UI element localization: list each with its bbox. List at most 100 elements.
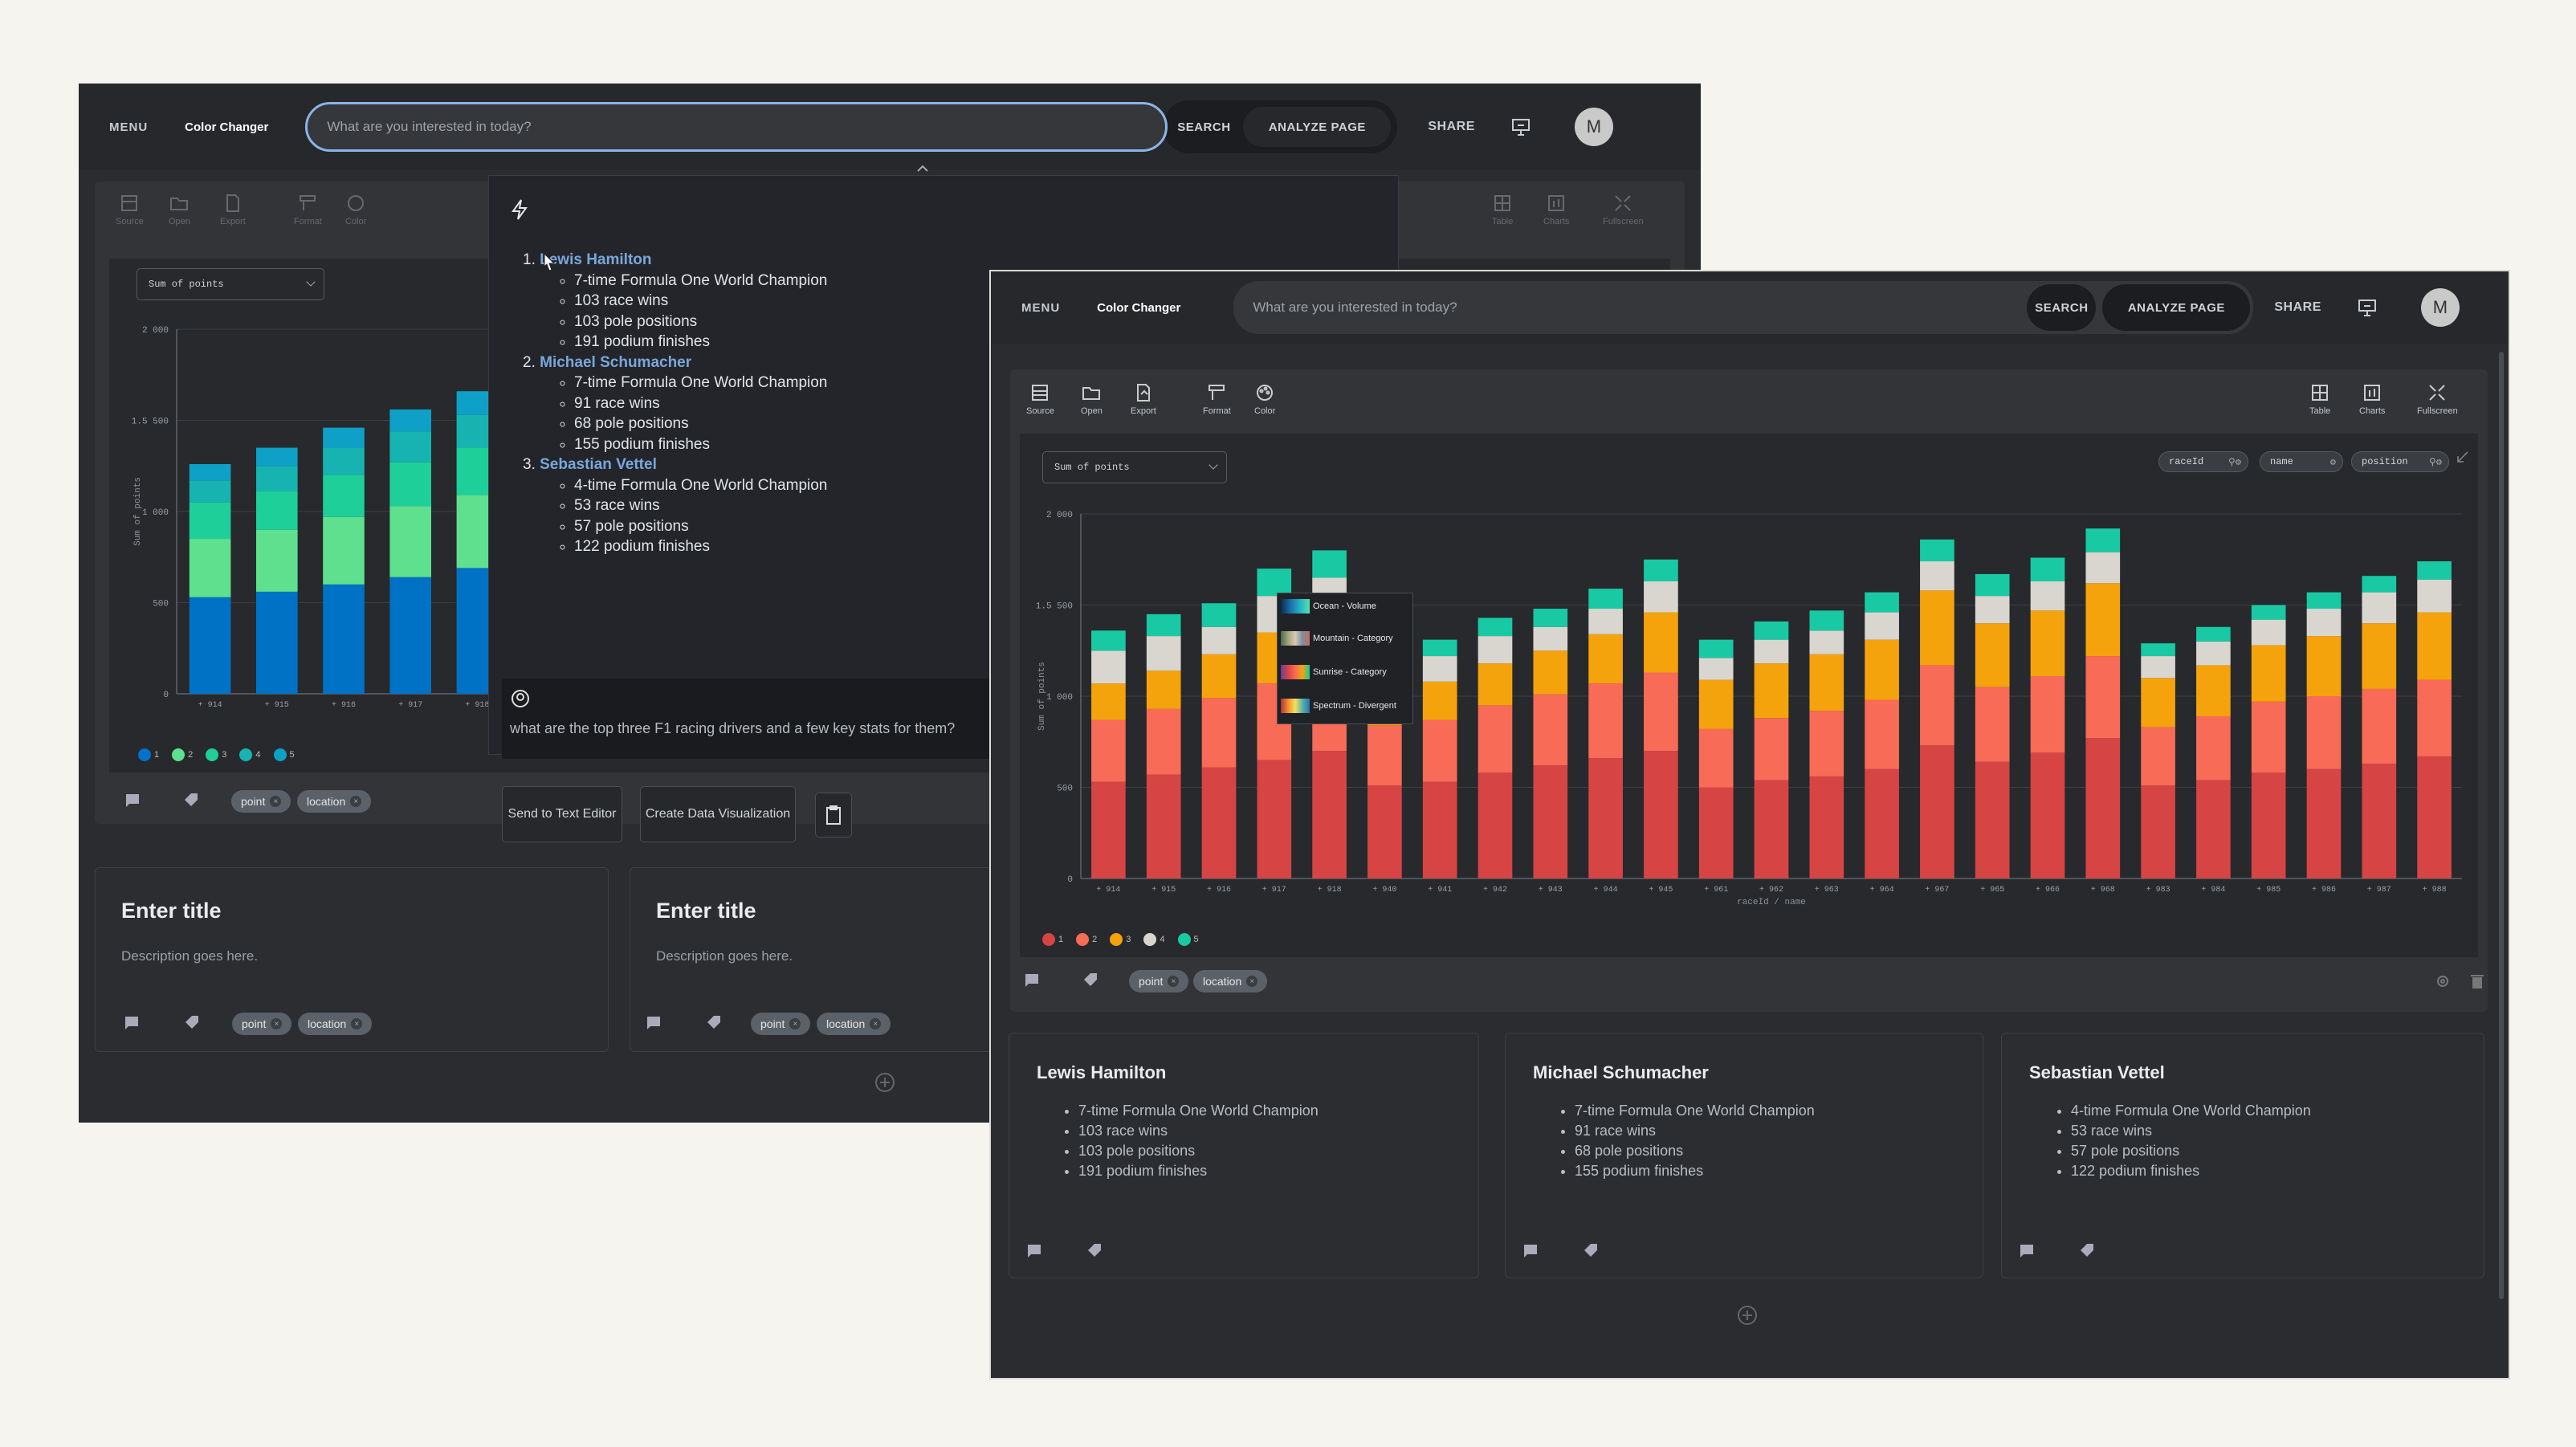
legend-item[interactable]: 3 — [206, 748, 226, 761]
driver-card[interactable]: Michael Schumacher 7-time Formula One Wo… — [1505, 1033, 1983, 1278]
bar-segment[interactable] — [1920, 665, 1954, 746]
card-title[interactable]: Enter title — [656, 899, 756, 923]
card-title[interactable]: Michael Schumacher — [1533, 1062, 1709, 1082]
tag-chip[interactable]: location × — [817, 1013, 891, 1035]
bar-segment[interactable] — [1478, 663, 1513, 706]
bar-segment[interactable] — [2085, 738, 2121, 878]
filter-gear-icon[interactable]: ⚲⚙ — [2228, 456, 2241, 468]
bar-segment[interactable] — [323, 584, 365, 694]
bar-segment[interactable] — [2417, 756, 2452, 878]
bar-segment[interactable] — [1698, 658, 1734, 680]
card-description[interactable]: Description goes here. — [656, 948, 793, 964]
bar-segment[interactable] — [1091, 630, 1126, 651]
bar-segment[interactable] — [323, 475, 365, 517]
bar-segment[interactable] — [1920, 590, 1954, 666]
bar-segment[interactable] — [1754, 663, 1789, 719]
collapse-icon[interactable] — [2456, 450, 2470, 468]
bar-segment[interactable] — [1698, 728, 1734, 788]
bar-segment[interactable] — [2417, 579, 2452, 613]
legend-item[interactable]: 3 — [1110, 933, 1131, 946]
bar-segment[interactable] — [1146, 613, 1181, 637]
toolbar-color[interactable]: Color — [345, 193, 366, 226]
bar-segment[interactable] — [1920, 539, 1954, 562]
bar-segment[interactable] — [1975, 623, 2010, 687]
bar-segment[interactable] — [1698, 679, 1734, 729]
bar-segment[interactable] — [323, 427, 365, 448]
bar-segment[interactable] — [2417, 612, 2452, 680]
tag-chip[interactable]: location × — [1193, 970, 1268, 993]
bar-segment[interactable] — [389, 409, 431, 432]
bar-segment[interactable] — [2417, 561, 2452, 580]
bar-segment[interactable] — [256, 447, 298, 467]
bar-segment[interactable] — [1146, 708, 1181, 775]
bar-segment[interactable] — [1644, 581, 1678, 613]
bar-segment[interactable] — [2251, 619, 2286, 646]
analyze-page-button[interactable]: ANALYZE PAGE — [1243, 107, 1392, 147]
bar-segment[interactable] — [256, 591, 298, 694]
tag-icon[interactable] — [2079, 1242, 2097, 1264]
toolbar-color[interactable]: Color — [1254, 382, 1275, 416]
close-icon[interactable]: × — [270, 796, 282, 807]
menu-button[interactable]: MENU — [1021, 300, 1061, 315]
tag-chip[interactable]: point × — [231, 790, 291, 813]
bar-segment[interactable] — [2362, 592, 2397, 624]
bar-segment[interactable] — [2306, 768, 2342, 878]
bar-segment[interactable] — [1754, 621, 1789, 640]
add-card-icon[interactable] — [1736, 1304, 1759, 1331]
bar-segment[interactable] — [2141, 643, 2175, 657]
bar-segment[interactable] — [2196, 626, 2231, 642]
close-icon[interactable]: × — [1168, 976, 1180, 987]
tag-chip[interactable]: location × — [298, 1013, 373, 1035]
toolbar-fullscreen[interactable]: Fullscreen — [1603, 193, 1644, 226]
comment-icon[interactable] — [2018, 1242, 2036, 1264]
search-input[interactable] — [308, 119, 1166, 135]
bar-segment[interactable] — [323, 447, 365, 475]
bar-segment[interactable] — [256, 491, 298, 530]
bar-segment[interactable] — [1809, 776, 1844, 878]
bar-segment[interactable] — [1201, 603, 1237, 627]
bar-segment[interactable] — [2306, 696, 2342, 769]
close-icon[interactable]: × — [271, 1018, 283, 1029]
bar-segment[interactable] — [1865, 592, 1899, 613]
comment-icon[interactable] — [1025, 1242, 1043, 1264]
legend-item[interactable]: 2 — [172, 748, 193, 761]
toolbar-source[interactable]: Source — [116, 193, 144, 226]
bar-segment[interactable] — [1201, 767, 1237, 878]
bar-segment[interactable] — [1920, 745, 1954, 878]
chevron-up-icon[interactable] — [915, 163, 931, 178]
bar-segment[interactable] — [1478, 705, 1513, 773]
bar-segment[interactable] — [2306, 592, 2342, 609]
comment-icon[interactable] — [645, 1014, 662, 1036]
bar-segment[interactable] — [1422, 681, 1457, 720]
palette-option-sunrise[interactable]: Sunrise - Category — [1281, 662, 1387, 682]
bar-segment[interactable] — [1478, 772, 1513, 878]
close-icon[interactable]: × — [1246, 976, 1258, 987]
bar-segment[interactable] — [2196, 715, 2231, 781]
bar-segment[interactable] — [2085, 656, 2121, 739]
measure-select[interactable]: Sum of points — [137, 268, 324, 300]
bar-segment[interactable] — [1698, 787, 1734, 879]
share-button[interactable]: SHARE — [1428, 120, 1475, 133]
bar-segment[interactable] — [1533, 626, 1568, 651]
bar-segment[interactable] — [1920, 561, 1954, 591]
filter-pill-position[interactable]: position ⚲⚙ — [2351, 451, 2449, 472]
legend-item[interactable]: 5 — [273, 748, 295, 761]
bar-segment[interactable] — [1865, 612, 1899, 640]
close-icon[interactable]: × — [351, 1018, 363, 1029]
bar-segment[interactable] — [1644, 559, 1678, 581]
tag-icon[interactable] — [183, 792, 201, 813]
bar-segment[interactable] — [1975, 761, 2010, 878]
close-icon[interactable]: × — [789, 1018, 801, 1029]
bar-segment[interactable] — [2085, 552, 2121, 584]
bar-segment[interactable] — [1422, 781, 1457, 878]
legend-item[interactable]: 1 — [1042, 933, 1063, 946]
bar-segment[interactable] — [1809, 654, 1844, 711]
card-title[interactable]: Sebastian Vettel — [2029, 1062, 2165, 1082]
bar-segment[interactable] — [2030, 581, 2065, 611]
bar-segment[interactable] — [189, 539, 231, 597]
toolbar-source[interactable]: Source — [1026, 382, 1054, 416]
bar-segment[interactable] — [1644, 612, 1678, 673]
bar-segment[interactable] — [1422, 639, 1457, 657]
bar-segment[interactable] — [1091, 781, 1126, 878]
bar-segment[interactable] — [1312, 550, 1347, 578]
